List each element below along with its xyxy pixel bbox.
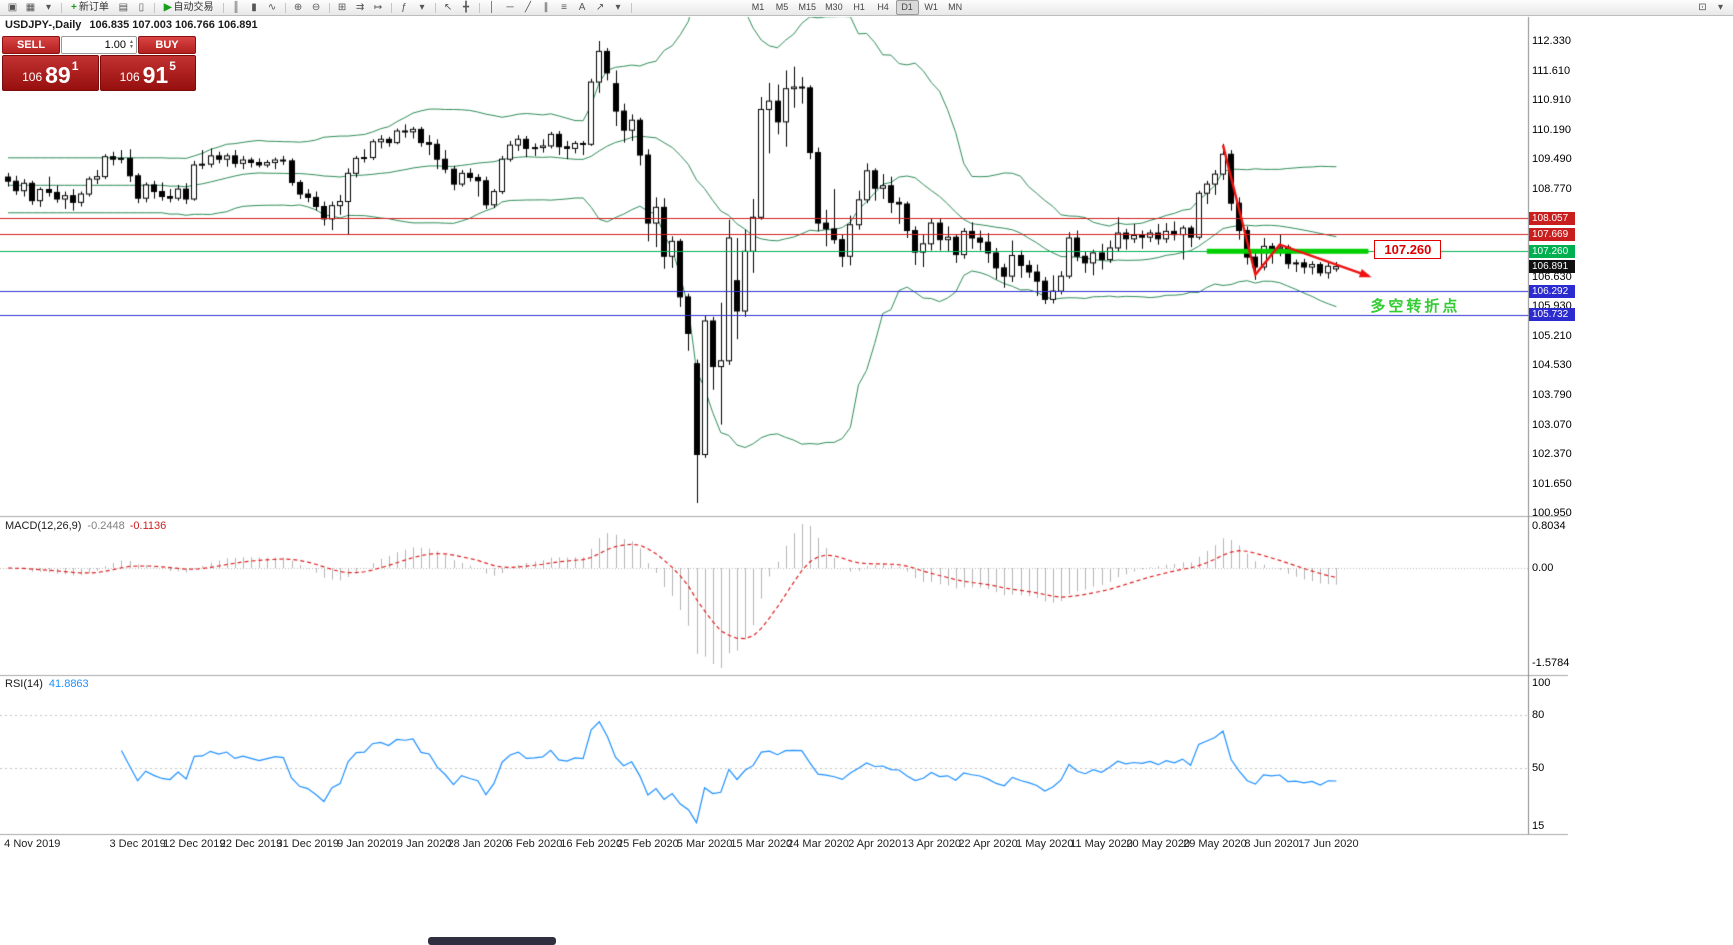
new-order-button-label: 新订单 — [78, 1, 109, 13]
new-chart-button[interactable]: ▣ — [4, 0, 21, 15]
timeframe-h4-button[interactable]: H4 — [877, 2, 889, 12]
equidistant-channel-icon: ∥ — [543, 1, 549, 13]
timeframe-m5-button[interactable]: M5 — [775, 2, 789, 12]
crosshair-icon: ╋ — [463, 1, 470, 13]
cursor-icon: ↖ — [443, 1, 453, 13]
horizontal-line-icon: ─ — [506, 1, 514, 13]
bar-chart-button[interactable]: ║ — [228, 0, 245, 15]
zoom-out-button[interactable]: ⊖ — [308, 0, 325, 15]
auto-scroll-button[interactable]: ⇉ — [352, 0, 369, 15]
toolbar-options-caret[interactable]: ▾ — [1712, 0, 1729, 15]
horizontal-line-button[interactable]: ─ — [502, 0, 519, 15]
toolbar-separator — [284, 2, 286, 13]
tile-windows-button[interactable]: ⊞ — [334, 0, 351, 15]
indicators-icon: ƒ — [401, 1, 407, 13]
market-depth-icon: ▤ — [118, 1, 129, 13]
chart-shift-button[interactable]: ↦ — [370, 0, 387, 15]
candle-chart-button[interactable]: ▮ — [246, 0, 263, 15]
tile-windows-icon: ⊞ — [337, 1, 347, 13]
new-order-icon: + — [71, 1, 77, 13]
timeframe-mn-button[interactable]: MN — [948, 2, 963, 12]
window-zoom-icon: ⊡ — [1698, 1, 1707, 13]
profiles-caret[interactable]: ▾ — [40, 0, 57, 15]
mobile-trading-icon: ▯ — [138, 1, 145, 13]
objects-caret-icon: ▾ — [615, 1, 621, 13]
toolbar-separator — [328, 2, 330, 13]
profiles-button[interactable]: ▦ — [22, 0, 39, 15]
window-zoom-button[interactable]: ⊡ — [1694, 0, 1711, 15]
toolbar-separator — [153, 2, 155, 13]
indicators-button[interactable]: ƒ — [396, 0, 413, 15]
vertical-line-button[interactable]: │ — [484, 0, 501, 15]
new-chart-icon: ▣ — [7, 1, 18, 13]
toolbar-options-caret-icon: ▾ — [1717, 1, 1724, 13]
zoom-in-icon: ⊕ — [293, 1, 303, 13]
profiles-icon: ▦ — [25, 1, 36, 13]
text-label-button[interactable]: A — [574, 0, 591, 15]
autotrade-icon: ▶ — [163, 1, 172, 13]
arrow-objects-icon: ↗ — [595, 1, 605, 13]
vertical-line-icon: │ — [488, 1, 496, 13]
mobile-trading-button[interactable]: ▯ — [133, 0, 150, 15]
autotrade-button-label: 自动交易 — [173, 1, 214, 13]
toolbar-separator — [630, 2, 632, 13]
timeframe-h1-button[interactable]: H1 — [853, 2, 865, 12]
toolbar-separator — [478, 2, 480, 13]
timeframe-w1-button[interactable]: W1 — [924, 2, 938, 12]
toolbar-separator — [390, 2, 392, 13]
auto-scroll-icon: ⇉ — [355, 1, 365, 13]
toolbar-separator — [61, 2, 62, 13]
objects-caret[interactable]: ▾ — [610, 0, 627, 15]
profiles-caret-icon: ▾ — [45, 1, 52, 13]
timeframe-d1-button[interactable]: D1 — [895, 0, 919, 15]
text-label-icon: A — [578, 1, 586, 13]
autotrade-button[interactable]: ▶ 自动交易 — [159, 0, 219, 15]
timeframe-m15-button[interactable]: M15 — [798, 2, 817, 12]
indicators-caret[interactable]: ▾ — [414, 0, 431, 15]
toolbar-separator — [222, 2, 224, 13]
zoom-in-button[interactable]: ⊕ — [290, 0, 307, 15]
crosshair-button[interactable]: ╋ — [458, 0, 475, 15]
trendline-button[interactable]: ╱ — [520, 0, 537, 15]
fibonacci-icon: ≡ — [561, 1, 567, 13]
equidistant-channel-button[interactable]: ∥ — [538, 0, 555, 15]
timeframe-m30-button[interactable]: M30 — [825, 2, 843, 12]
fibonacci-button[interactable]: ≡ — [556, 0, 573, 15]
line-chart-button[interactable]: ∿ — [264, 0, 281, 15]
toolbar: ▣ ▦ ▾ + 新订单 ▤ ▯ ▶ 自动交易 ║ ▮ ∿ ⊕ ⊖ ⊞ ⇉ ↦ ƒ ▾ ↖ ╋ │ ─ ╱ ∥ ≡ A ↗ ▾ M1 M5 M1… — [0, 0, 1733, 16]
chart-shift-icon: ↦ — [373, 1, 383, 13]
market-depth-button[interactable]: ▤ — [115, 0, 132, 15]
cursor-button[interactable]: ↖ — [440, 0, 457, 15]
candle-chart-icon: ▮ — [251, 1, 257, 13]
indicators-caret-icon: ▾ — [419, 1, 425, 13]
trendline-icon: ╱ — [525, 1, 532, 13]
line-chart-icon: ∿ — [267, 1, 277, 13]
new-order-button[interactable]: + 新订单 — [66, 0, 114, 15]
toolbar-separator — [434, 2, 436, 13]
zoom-out-icon: ⊖ — [311, 1, 321, 13]
arrow-objects-button[interactable]: ↗ — [592, 0, 609, 15]
bar-chart-icon: ║ — [232, 1, 240, 13]
timeframe-m1-button[interactable]: M1 — [751, 2, 765, 12]
